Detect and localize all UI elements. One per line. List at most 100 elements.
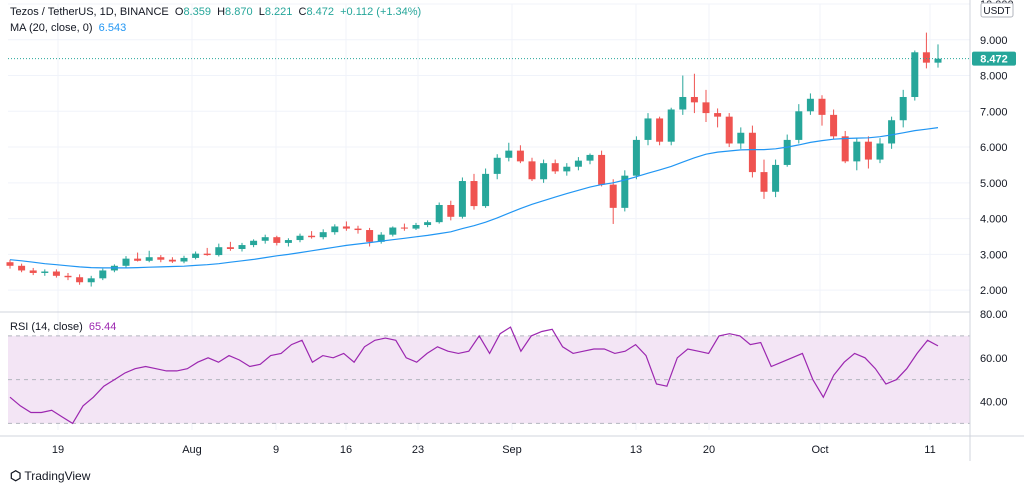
candle — [632, 136, 640, 180]
candle-body — [934, 58, 942, 63]
rsi-levels — [8, 335, 970, 424]
last-price-box — [972, 51, 1016, 66]
candle-body — [354, 228, 362, 231]
candle — [18, 263, 26, 273]
candle — [551, 159, 559, 174]
candle — [366, 227, 374, 247]
candle-body — [435, 204, 443, 223]
candle — [52, 269, 60, 278]
rsi-axis-ticks: 80.00 60.00 40.00 — [980, 309, 1008, 409]
rsi-label: RSI (14, close) — [10, 321, 83, 333]
time-tick-label: 23 — [412, 444, 424, 456]
candle — [424, 220, 432, 228]
candle-body — [598, 154, 606, 185]
candle — [830, 109, 838, 140]
time-axis-ticks: 19 Aug 9 16 23 Sep 13 20 Oct 11 — [52, 444, 936, 456]
candle — [586, 153, 594, 165]
candle — [760, 159, 768, 199]
open-value: 8.359 — [183, 6, 211, 18]
candle — [864, 136, 872, 169]
candle — [540, 159, 548, 183]
candle-body — [447, 204, 455, 217]
rsi-tick-label: 60.00 — [980, 353, 1008, 365]
time-tick-label: 11 — [924, 444, 935, 456]
candle-body — [725, 116, 733, 144]
candle — [644, 113, 652, 146]
candle — [934, 44, 942, 68]
candle-body — [806, 98, 814, 112]
close-value: 8.472 — [306, 6, 334, 18]
candle — [470, 173, 478, 210]
time-tick-label: Sep — [502, 444, 522, 456]
candle-body — [76, 277, 84, 283]
candle-body — [29, 270, 37, 273]
candle-body — [122, 258, 130, 266]
currency-label: USDT — [983, 6, 1010, 17]
candle-body — [888, 120, 896, 144]
candle — [6, 259, 14, 269]
candle — [215, 243, 223, 257]
time-tick-label: Oct — [811, 444, 828, 456]
candle — [667, 107, 675, 146]
candle — [308, 231, 316, 239]
candle-body — [830, 114, 838, 137]
candle — [296, 233, 304, 243]
candle-body — [864, 141, 872, 160]
time-tick-label: 9 — [273, 444, 279, 456]
time-tick-label: Aug — [182, 444, 202, 456]
candle-body — [308, 235, 316, 238]
candle — [725, 113, 733, 148]
candle — [389, 226, 397, 237]
high-value: 8.870 — [225, 6, 253, 18]
candle — [656, 116, 664, 146]
candle-body — [574, 160, 582, 167]
candle-body — [296, 235, 304, 241]
candle-body — [226, 247, 234, 249]
candle — [493, 154, 501, 180]
candle-body — [540, 163, 548, 180]
symbol-title[interactable]: Tezos / TetherUS, 1D, BINANCE — [10, 6, 169, 18]
candle-body — [180, 257, 188, 262]
candle — [899, 89, 907, 128]
candle-body — [632, 139, 640, 176]
ma-line — [9, 127, 939, 269]
candle — [922, 32, 930, 69]
candle-body — [795, 111, 803, 140]
candle — [87, 275, 95, 287]
low-value: 8.221 — [264, 6, 293, 18]
candle — [609, 179, 617, 224]
candle-body — [6, 262, 14, 266]
candle-body — [284, 240, 292, 243]
candle-body — [748, 132, 756, 173]
candle — [331, 224, 339, 235]
candle-body — [644, 118, 652, 140]
close-label: C — [298, 6, 307, 18]
candle-body — [203, 253, 211, 256]
candle — [806, 93, 814, 115]
candle-body — [52, 271, 60, 276]
tradingview-label: TradingView — [24, 469, 91, 483]
candle-body — [702, 102, 710, 114]
candle-body — [64, 275, 72, 278]
candle-body — [818, 98, 826, 115]
candle — [319, 229, 327, 240]
candle — [714, 108, 722, 128]
time-tick-label: 16 — [340, 444, 352, 456]
candle — [574, 157, 582, 171]
candle-body — [400, 227, 408, 229]
candle-body — [679, 96, 687, 110]
tradingview-logo[interactable]: ⬡ TradingView — [10, 468, 90, 484]
rsi-legend[interactable]: RSI (14, close) 65.44 — [10, 321, 116, 333]
candle-body — [366, 230, 374, 242]
candle-body — [18, 265, 26, 271]
ma-legend[interactable]: MA (20, close, 0) 6.543 — [10, 22, 126, 34]
candle — [342, 221, 350, 231]
candle — [505, 142, 513, 162]
candle — [122, 256, 130, 268]
candle-body — [737, 132, 745, 144]
candle-body — [273, 237, 281, 243]
candle-body — [899, 96, 907, 121]
candle — [168, 257, 176, 263]
time-tick-label: 20 — [703, 444, 715, 456]
